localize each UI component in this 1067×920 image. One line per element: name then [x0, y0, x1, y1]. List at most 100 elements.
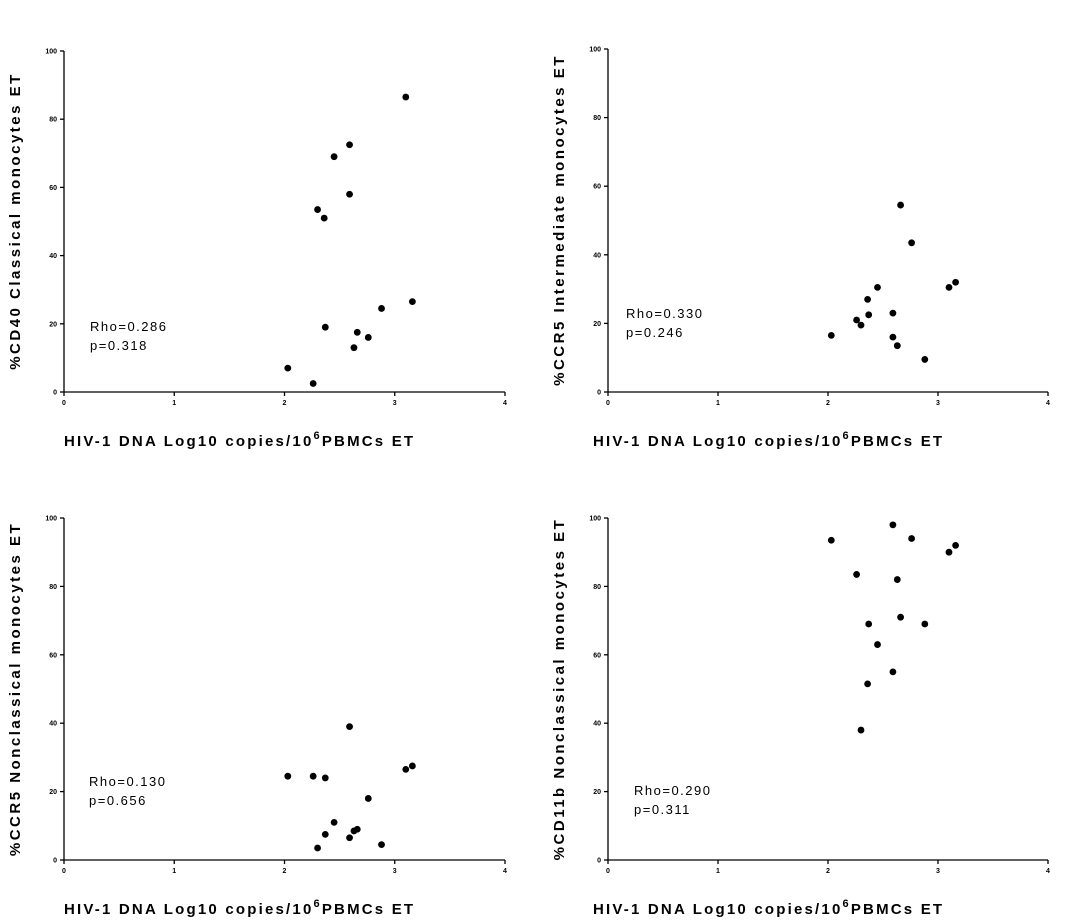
data-point: [402, 765, 410, 773]
data-point: [874, 641, 881, 648]
data-point: [321, 323, 329, 331]
x-tick-label: 2: [283, 868, 287, 875]
data-point: [857, 321, 865, 329]
data-point: [827, 536, 835, 544]
y-tick-label: 40: [49, 253, 57, 260]
y-tick-label: 100: [45, 516, 57, 523]
data-point: [908, 535, 915, 542]
x-tick-label: 4: [503, 400, 507, 407]
x-tick-label: 0: [606, 868, 610, 875]
data-point: [921, 620, 929, 628]
data-point: [346, 723, 353, 731]
x-tick-label: 2: [826, 868, 830, 875]
x-tick-label: 1: [716, 868, 720, 875]
y-tick-label: 100: [45, 49, 57, 56]
data-point: [284, 364, 292, 372]
x-axis-label: HIV-1 DNA Log10 copies/106PBMCs ET: [593, 430, 944, 450]
data-point: [284, 772, 292, 780]
x-tick-label: 4: [503, 868, 507, 875]
data-point: [952, 541, 959, 549]
data-point: [864, 680, 871, 688]
y-tick-label: 100: [589, 47, 601, 54]
data-point: [889, 333, 897, 341]
y-tick-label: 60: [593, 652, 601, 659]
y-tick-label: 100: [589, 516, 601, 523]
y-axis-label: %CD40 Classical monocytes ET: [7, 72, 24, 370]
data-point: [897, 201, 904, 209]
data-point: [874, 283, 881, 291]
data-point: [353, 825, 361, 833]
data-point: [378, 305, 385, 312]
y-tick-label: 60: [593, 184, 601, 191]
y-axis-label: %CCR5 Nonclassical monocytes ET: [7, 522, 24, 856]
rho-annotation: Rho=0.330: [626, 306, 703, 321]
data-point: [402, 93, 410, 101]
data-point: [314, 844, 321, 852]
data-point: [330, 818, 338, 826]
data-point: [408, 762, 416, 770]
y-tick-label: 0: [597, 390, 601, 397]
data-point: [897, 613, 904, 621]
x-tick-label: 3: [393, 868, 397, 875]
data-point: [827, 332, 835, 339]
x-tick-label: 1: [716, 400, 720, 407]
data-point: [865, 620, 873, 628]
data-point: [320, 214, 328, 222]
x-axis-label: HIV-1 DNA Log10 copies/106PBMCs ET: [64, 898, 415, 918]
p-value-annotation: p=0.656: [89, 793, 147, 808]
data-point: [330, 153, 338, 161]
data-point: [921, 356, 929, 363]
y-tick-label: 80: [593, 584, 601, 591]
x-tick-label: 4: [1046, 868, 1050, 875]
x-tick-label: 0: [62, 868, 66, 875]
data-point: [857, 726, 865, 734]
data-point: [309, 772, 317, 780]
data-point: [346, 834, 353, 842]
rho-annotation: Rho=0.130: [89, 774, 166, 789]
data-point: [889, 521, 897, 529]
p-value-annotation: p=0.311: [634, 802, 691, 817]
data-point: [346, 190, 353, 198]
x-tick-label: 1: [172, 868, 176, 875]
data-point: [908, 239, 915, 247]
data-point: [364, 334, 372, 341]
x-axis-label: HIV-1 DNA Log10 copies/106PBMCs ET: [64, 430, 415, 450]
p-value-annotation: p=0.246: [626, 325, 684, 340]
data-point: [893, 342, 901, 350]
data-point: [945, 283, 953, 291]
data-point: [353, 328, 361, 336]
x-tick-label: 2: [826, 400, 830, 407]
data-point: [864, 295, 871, 303]
data-point: [952, 278, 959, 286]
y-tick-label: 0: [597, 858, 601, 865]
data-point: [865, 311, 873, 319]
data-point: [321, 774, 329, 782]
y-axis-label: %CCR5 Intermediate monocytes ET: [551, 54, 568, 386]
x-tick-label: 3: [936, 400, 940, 407]
y-tick-label: 20: [49, 321, 57, 328]
x-tick-label: 1: [172, 400, 176, 407]
data-point: [945, 548, 953, 556]
data-point: [321, 830, 329, 838]
y-tick-label: 20: [593, 789, 601, 796]
y-tick-label: 40: [593, 252, 601, 259]
y-tick-label: 60: [49, 185, 57, 192]
y-axis-label: %CD11b Nonclassical monocytes ET: [551, 518, 568, 861]
y-tick-label: 20: [49, 789, 57, 796]
x-tick-label: 0: [62, 400, 66, 407]
data-point: [364, 795, 372, 802]
y-tick-label: 40: [49, 721, 57, 728]
data-point: [309, 380, 317, 387]
data-point: [853, 571, 860, 578]
data-point: [378, 841, 385, 849]
y-tick-label: 0: [53, 390, 57, 397]
x-tick-label: 0: [606, 400, 610, 407]
x-tick-label: 4: [1046, 400, 1050, 407]
rho-annotation: Rho=0.286: [90, 319, 167, 334]
x-tick-label: 3: [936, 868, 940, 875]
